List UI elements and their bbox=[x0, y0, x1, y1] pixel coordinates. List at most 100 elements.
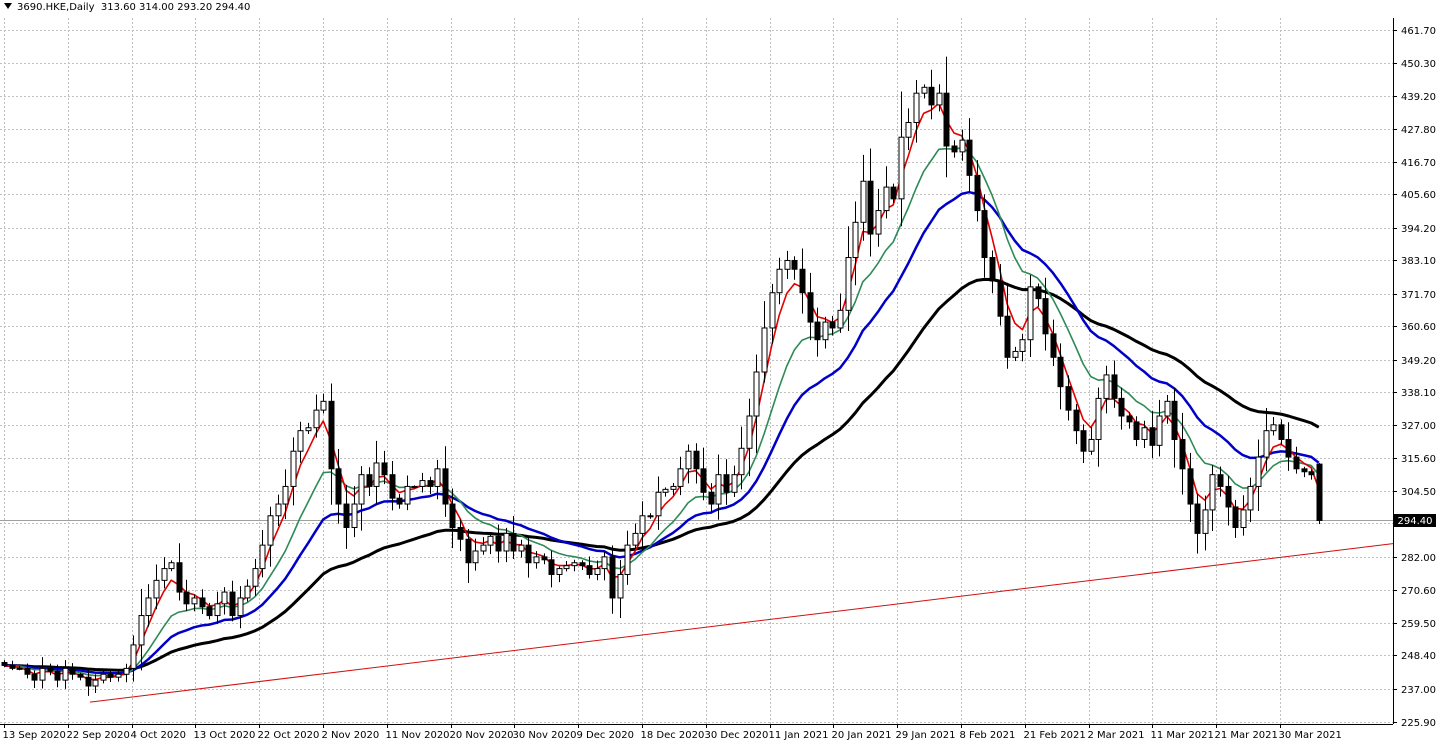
candle-body bbox=[655, 491, 662, 517]
bearish-candle bbox=[54, 664, 61, 688]
candle-body bbox=[807, 292, 814, 323]
candle-body bbox=[1042, 298, 1049, 335]
bullish-candle bbox=[898, 91, 905, 227]
bearish-candle bbox=[890, 183, 897, 203]
candle-body bbox=[1293, 456, 1300, 470]
bullish-candle bbox=[822, 316, 829, 349]
candle-body bbox=[24, 667, 31, 675]
bearish-candle bbox=[1278, 419, 1285, 446]
x-axis: 13 Sep 2020 22 Sep 2020 4 Oct 2020 13 Oct 2… bbox=[3, 724, 1342, 741]
candle-body bbox=[145, 597, 152, 617]
candle-body bbox=[161, 568, 168, 581]
bearish-candle bbox=[814, 307, 821, 357]
bearish-candle bbox=[723, 459, 730, 505]
bearish-candle bbox=[77, 672, 84, 681]
candle-body bbox=[586, 565, 593, 575]
candle-body bbox=[928, 86, 935, 106]
bearish-candle bbox=[1004, 282, 1011, 369]
bearish-candle bbox=[1065, 375, 1072, 421]
x-tick-label: 4 Oct 2020 bbox=[131, 730, 186, 741]
bearish-candle bbox=[31, 670, 38, 688]
bullish-candle bbox=[373, 440, 380, 505]
bullish-candle bbox=[123, 663, 130, 683]
y-tick-label: 416.70 bbox=[1401, 158, 1436, 169]
candle-body bbox=[77, 673, 84, 678]
candle-body bbox=[875, 210, 882, 235]
bullish-candle bbox=[259, 530, 266, 578]
candle-body bbox=[176, 562, 183, 593]
bearish-candle bbox=[335, 449, 342, 524]
bullish-candle bbox=[1270, 417, 1277, 436]
bullish-candle bbox=[1240, 495, 1247, 536]
candle-body bbox=[229, 591, 236, 617]
candle-body bbox=[328, 400, 335, 470]
candle-body bbox=[814, 321, 821, 341]
y-tick-label: 304.50 bbox=[1401, 487, 1436, 498]
bearish-candle bbox=[1, 660, 8, 668]
candle-body bbox=[335, 468, 342, 505]
bullish-candle bbox=[267, 506, 274, 567]
x-tick-label: 22 Sep 2020 bbox=[67, 730, 130, 741]
bearish-candle bbox=[24, 663, 31, 679]
candle-body bbox=[624, 544, 631, 575]
y-tick-label: 461.70 bbox=[1401, 26, 1436, 37]
candle-body bbox=[746, 415, 753, 449]
candle-body bbox=[594, 568, 601, 575]
x-tick-label: 21 Mar 2021 bbox=[1215, 730, 1278, 741]
bearish-candle bbox=[85, 669, 92, 696]
y-tick-label: 248.40 bbox=[1401, 651, 1436, 662]
candle-body bbox=[1149, 427, 1156, 446]
bullish-candle bbox=[617, 560, 624, 619]
bullish-candle bbox=[624, 530, 631, 585]
candle-body bbox=[533, 556, 540, 564]
candle-body bbox=[16, 667, 23, 670]
candle-body bbox=[199, 597, 206, 608]
candle-body bbox=[883, 186, 890, 212]
candle-body bbox=[579, 562, 586, 567]
bearish-candle bbox=[989, 250, 996, 294]
support-trendline bbox=[89, 543, 1394, 703]
bearish-candle bbox=[69, 663, 76, 680]
candle-body bbox=[966, 139, 973, 176]
bullish-candle bbox=[358, 466, 365, 531]
candle-body bbox=[237, 597, 244, 617]
candle-body bbox=[1270, 424, 1277, 432]
candle-body bbox=[449, 503, 456, 529]
bearish-candle bbox=[609, 545, 616, 614]
y-tick-label: 282.00 bbox=[1401, 553, 1436, 564]
bullish-candle bbox=[244, 579, 251, 602]
candle-body bbox=[1057, 356, 1064, 388]
candle-body bbox=[1187, 468, 1194, 505]
bullish-candle bbox=[1019, 333, 1026, 362]
candle-body bbox=[480, 544, 487, 552]
bearish-candle bbox=[396, 493, 403, 509]
candle-body bbox=[601, 556, 608, 570]
bearish-candle bbox=[229, 580, 236, 622]
caret-down-icon[interactable] bbox=[4, 3, 12, 9]
bullish-candle bbox=[837, 293, 844, 333]
candle-body bbox=[1103, 374, 1110, 399]
candle-body bbox=[252, 568, 259, 587]
y-tick-label: 360.60 bbox=[1401, 322, 1436, 333]
bullish-candle bbox=[518, 539, 525, 558]
candle-body bbox=[563, 565, 570, 570]
candle-body bbox=[1141, 427, 1148, 440]
y-tick-label: 439.20 bbox=[1401, 92, 1436, 103]
x-tick-label: 11 Nov 2020 bbox=[386, 730, 450, 741]
y-tick-label: 259.50 bbox=[1401, 619, 1436, 630]
candle-body bbox=[997, 280, 1004, 317]
x-tick-label: 20 Nov 2020 bbox=[450, 730, 514, 741]
bullish-candle bbox=[936, 84, 943, 112]
candle-body bbox=[548, 559, 555, 575]
x-tick-label: 9 Dec 2020 bbox=[577, 730, 635, 741]
bullish-candle bbox=[100, 669, 107, 684]
bullish-candle bbox=[290, 437, 297, 506]
y-tick-label: 327.00 bbox=[1401, 421, 1436, 432]
bearish-candle bbox=[525, 535, 532, 578]
bearish-candle bbox=[1293, 446, 1300, 474]
candle-body bbox=[1012, 350, 1019, 358]
candle-body bbox=[769, 292, 776, 329]
bullish-candle bbox=[715, 454, 722, 520]
